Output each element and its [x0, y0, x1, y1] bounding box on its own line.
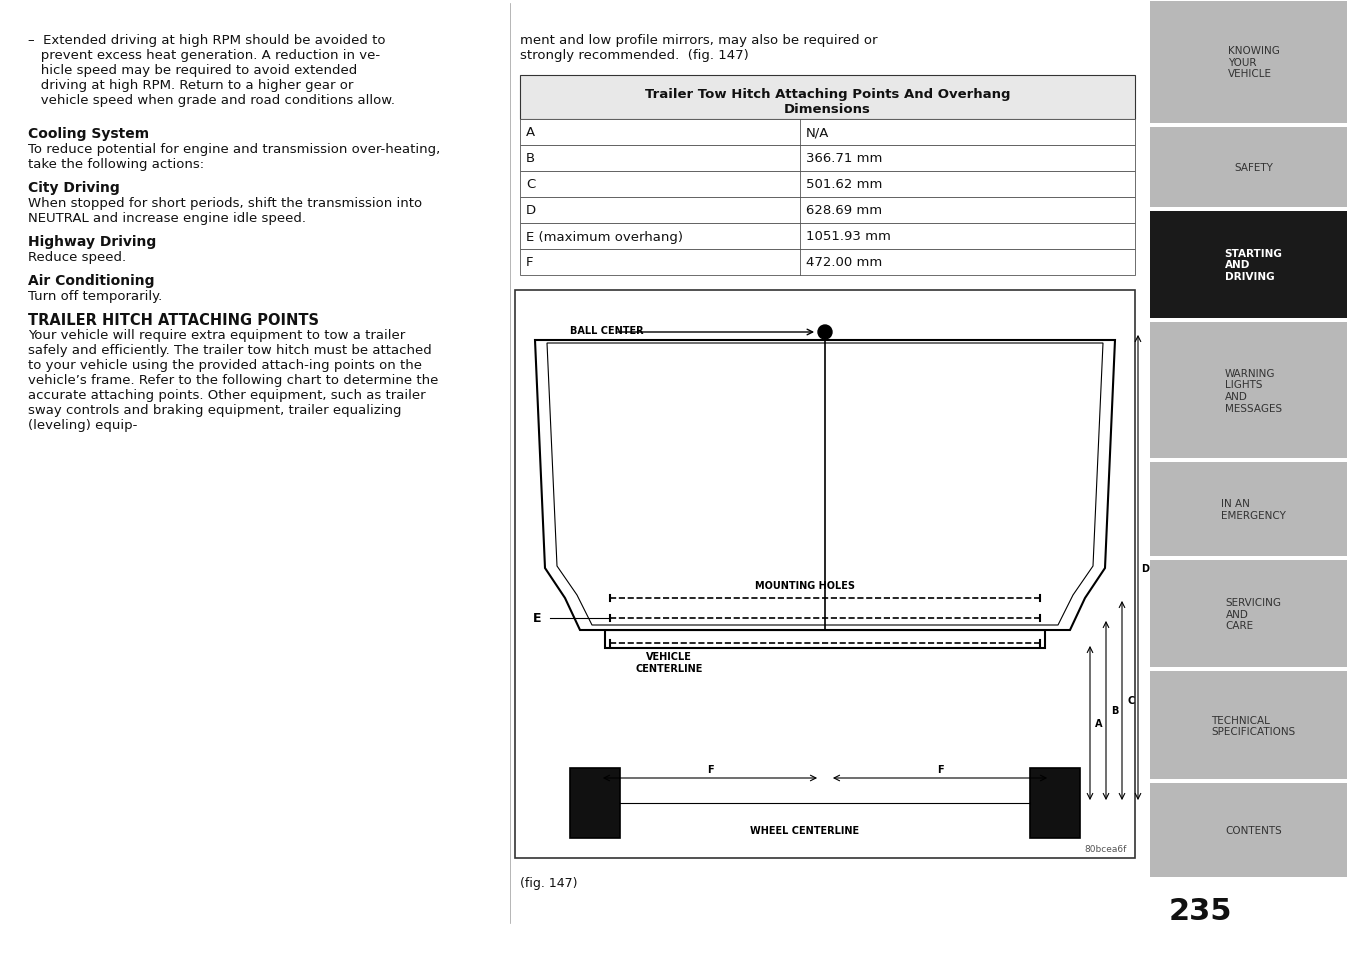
- Text: Dimensions: Dimensions: [784, 103, 871, 116]
- Text: WHEEL CENTERLINE: WHEEL CENTERLINE: [750, 825, 860, 835]
- Text: WARNING
LIGHTS
AND
MESSAGES: WARNING LIGHTS AND MESSAGES: [1225, 368, 1282, 413]
- Text: 628.69 mm: 628.69 mm: [806, 204, 882, 217]
- Bar: [1151, 323, 1347, 458]
- Text: IN AN
EMERGENCY: IN AN EMERGENCY: [1221, 498, 1286, 520]
- Text: BALL CENTER: BALL CENTER: [571, 326, 644, 335]
- Bar: [521, 224, 1134, 250]
- Text: KNOWING
YOUR
VEHICLE: KNOWING YOUR VEHICLE: [1228, 46, 1279, 79]
- Text: F: F: [707, 764, 714, 774]
- Circle shape: [818, 326, 831, 339]
- Text: 472.00 mm: 472.00 mm: [806, 256, 883, 269]
- Text: accurate attaching points. Other equipment, such as trailer: accurate attaching points. Other equipme…: [28, 389, 426, 401]
- Bar: [1151, 783, 1347, 877]
- Text: –  Extended driving at high RPM should be avoided to: – Extended driving at high RPM should be…: [28, 34, 385, 47]
- Text: MOUNTING HOLES: MOUNTING HOLES: [754, 580, 854, 590]
- Text: Turn off temporarily.: Turn off temporarily.: [28, 290, 162, 303]
- Text: STARTING
AND
DRIVING: STARTING AND DRIVING: [1225, 249, 1283, 282]
- Text: 80bcea6f: 80bcea6f: [1084, 844, 1128, 853]
- Bar: [1151, 128, 1347, 208]
- Text: Reduce speed.: Reduce speed.: [28, 251, 126, 264]
- Text: TRAILER HITCH ATTACHING POINTS: TRAILER HITCH ATTACHING POINTS: [28, 313, 319, 328]
- Text: B: B: [526, 152, 535, 165]
- Text: Air Conditioning: Air Conditioning: [28, 274, 154, 288]
- Text: N/A: N/A: [806, 127, 829, 139]
- Text: City Driving: City Driving: [28, 181, 120, 194]
- Bar: [1151, 672, 1347, 780]
- Text: ment and low profile mirrors, may also be required or: ment and low profile mirrors, may also b…: [521, 34, 877, 47]
- Text: Cooling System: Cooling System: [28, 127, 149, 141]
- Text: safely and efficiently. The trailer tow hitch must be attached: safely and efficiently. The trailer tow …: [28, 344, 431, 356]
- Text: 235: 235: [1168, 896, 1232, 925]
- Bar: [521, 76, 1134, 120]
- Text: to your vehicle using the provided attach-ing points on the: to your vehicle using the provided attac…: [28, 358, 422, 372]
- Bar: [1151, 212, 1347, 319]
- Text: E: E: [533, 612, 541, 625]
- Bar: [521, 146, 1134, 172]
- Text: C: C: [1128, 696, 1134, 706]
- Text: Your vehicle will require extra equipment to tow a trailer: Your vehicle will require extra equipmen…: [28, 329, 406, 341]
- Text: CONTENTS: CONTENTS: [1225, 825, 1282, 835]
- Text: VEHICLE
CENTERLINE: VEHICLE CENTERLINE: [635, 651, 703, 673]
- Text: SERVICING
AND
CARE: SERVICING AND CARE: [1225, 598, 1282, 631]
- Bar: [521, 250, 1134, 275]
- Text: D: D: [526, 204, 537, 217]
- Text: When stopped for short periods, shift the transmission into: When stopped for short periods, shift th…: [28, 196, 422, 210]
- Text: (leveling) equip-: (leveling) equip-: [28, 418, 138, 432]
- Text: vehicle’s frame. Refer to the following chart to determine the: vehicle’s frame. Refer to the following …: [28, 374, 438, 387]
- Bar: [1151, 560, 1347, 668]
- Text: 501.62 mm: 501.62 mm: [806, 178, 883, 192]
- Text: To reduce potential for engine and transmission over-heating,: To reduce potential for engine and trans…: [28, 143, 441, 156]
- Bar: [1151, 462, 1347, 557]
- Text: (fig. 147): (fig. 147): [521, 876, 577, 889]
- Bar: [1151, 2, 1347, 124]
- Bar: [521, 120, 1134, 146]
- Text: sway controls and braking equipment, trailer equalizing: sway controls and braking equipment, tra…: [28, 403, 402, 416]
- Text: hicle speed may be required to avoid extended: hicle speed may be required to avoid ext…: [28, 64, 357, 77]
- Polygon shape: [535, 340, 1115, 630]
- Bar: [515, 291, 1134, 858]
- Text: F: F: [937, 764, 944, 774]
- Text: C: C: [526, 178, 535, 192]
- Text: D: D: [1141, 563, 1149, 573]
- Text: 366.71 mm: 366.71 mm: [806, 152, 883, 165]
- Text: NEUTRAL and increase engine idle speed.: NEUTRAL and increase engine idle speed.: [28, 212, 306, 225]
- Text: F: F: [526, 256, 534, 269]
- Bar: [1030, 768, 1080, 838]
- Text: A: A: [526, 127, 535, 139]
- Text: Trailer Tow Hitch Attaching Points And Overhang: Trailer Tow Hitch Attaching Points And O…: [645, 88, 1010, 101]
- Text: 1051.93 mm: 1051.93 mm: [806, 231, 891, 243]
- Text: TECHNICAL
SPECIFICATIONS: TECHNICAL SPECIFICATIONS: [1211, 715, 1295, 737]
- Text: B: B: [1111, 706, 1118, 716]
- Bar: [604, 630, 1045, 648]
- Text: vehicle speed when grade and road conditions allow.: vehicle speed when grade and road condit…: [28, 94, 395, 107]
- Bar: [521, 172, 1134, 198]
- Text: Highway Driving: Highway Driving: [28, 234, 157, 249]
- Bar: [571, 768, 621, 838]
- Bar: [521, 198, 1134, 224]
- Text: A: A: [1095, 719, 1102, 728]
- Text: SAFETY: SAFETY: [1234, 162, 1274, 172]
- Text: prevent excess heat generation. A reduction in ve-: prevent excess heat generation. A reduct…: [28, 49, 380, 62]
- Text: strongly recommended.  (fig. 147): strongly recommended. (fig. 147): [521, 49, 749, 62]
- Text: take the following actions:: take the following actions:: [28, 158, 204, 171]
- Text: E (maximum overhang): E (maximum overhang): [526, 231, 683, 243]
- Text: driving at high RPM. Return to a higher gear or: driving at high RPM. Return to a higher …: [28, 79, 353, 91]
